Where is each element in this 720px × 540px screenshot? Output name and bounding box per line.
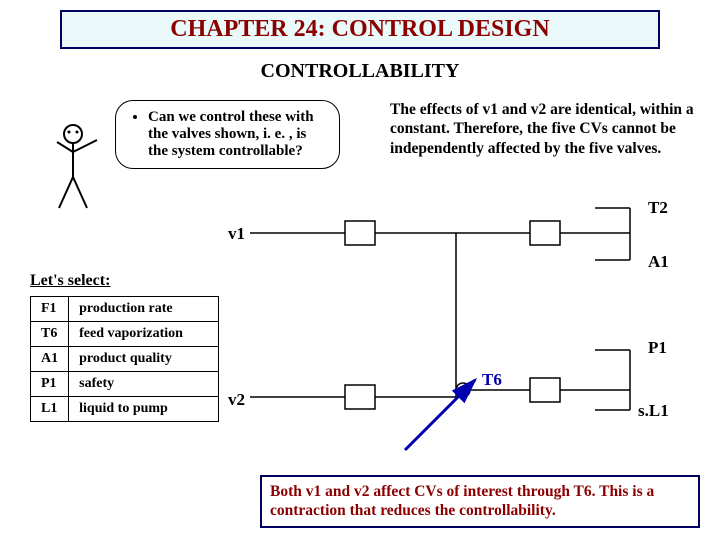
table-cell: A1 [31,347,69,372]
table-row: T6feed vaporization [31,322,219,347]
table-cell: feed vaporization [69,322,219,347]
table-row: F1production rate [31,297,219,322]
stickman-icon [55,122,103,212]
chapter-title-box: CHAPTER 24: CONTROL DESIGN [60,10,660,49]
table-cell: T6 [31,322,69,347]
label-v1: v1 [228,224,245,244]
table-cell: P1 [31,372,69,397]
table-row: A1product quality [31,347,219,372]
label-sl1: s.L1 [638,401,669,421]
label-t2: T2 [648,198,668,218]
table-cell: product quality [69,347,219,372]
table-cell: liquid to pump [69,397,219,422]
selection-table: F1production rateT6feed vaporizationA1pr… [30,296,219,422]
table-cell: production rate [69,297,219,322]
page-subtitle: CONTROLLABILITY [0,60,720,83]
label-t6: T6 [482,370,502,390]
table-row: L1liquid to pump [31,397,219,422]
lets-select-heading: Let's select: [30,272,110,290]
label-v2: v2 [228,390,245,410]
table-row: P1safety [31,372,219,397]
flow-diagram [250,200,690,470]
table-cell: L1 [31,397,69,422]
speech-bubble: Can we control these with the valves sho… [115,100,340,169]
speech-text: Can we control these with the valves sho… [148,109,327,160]
table-cell: safety [69,372,219,397]
effects-paragraph: The effects of v1 and v2 are identical, … [390,100,700,158]
bottom-note: Both v1 and v2 affect CVs of interest th… [260,475,700,528]
label-p1: P1 [648,338,667,358]
label-a1: A1 [648,252,669,272]
chapter-title: CHAPTER 24: CONTROL DESIGN [170,16,549,42]
table-cell: F1 [31,297,69,322]
